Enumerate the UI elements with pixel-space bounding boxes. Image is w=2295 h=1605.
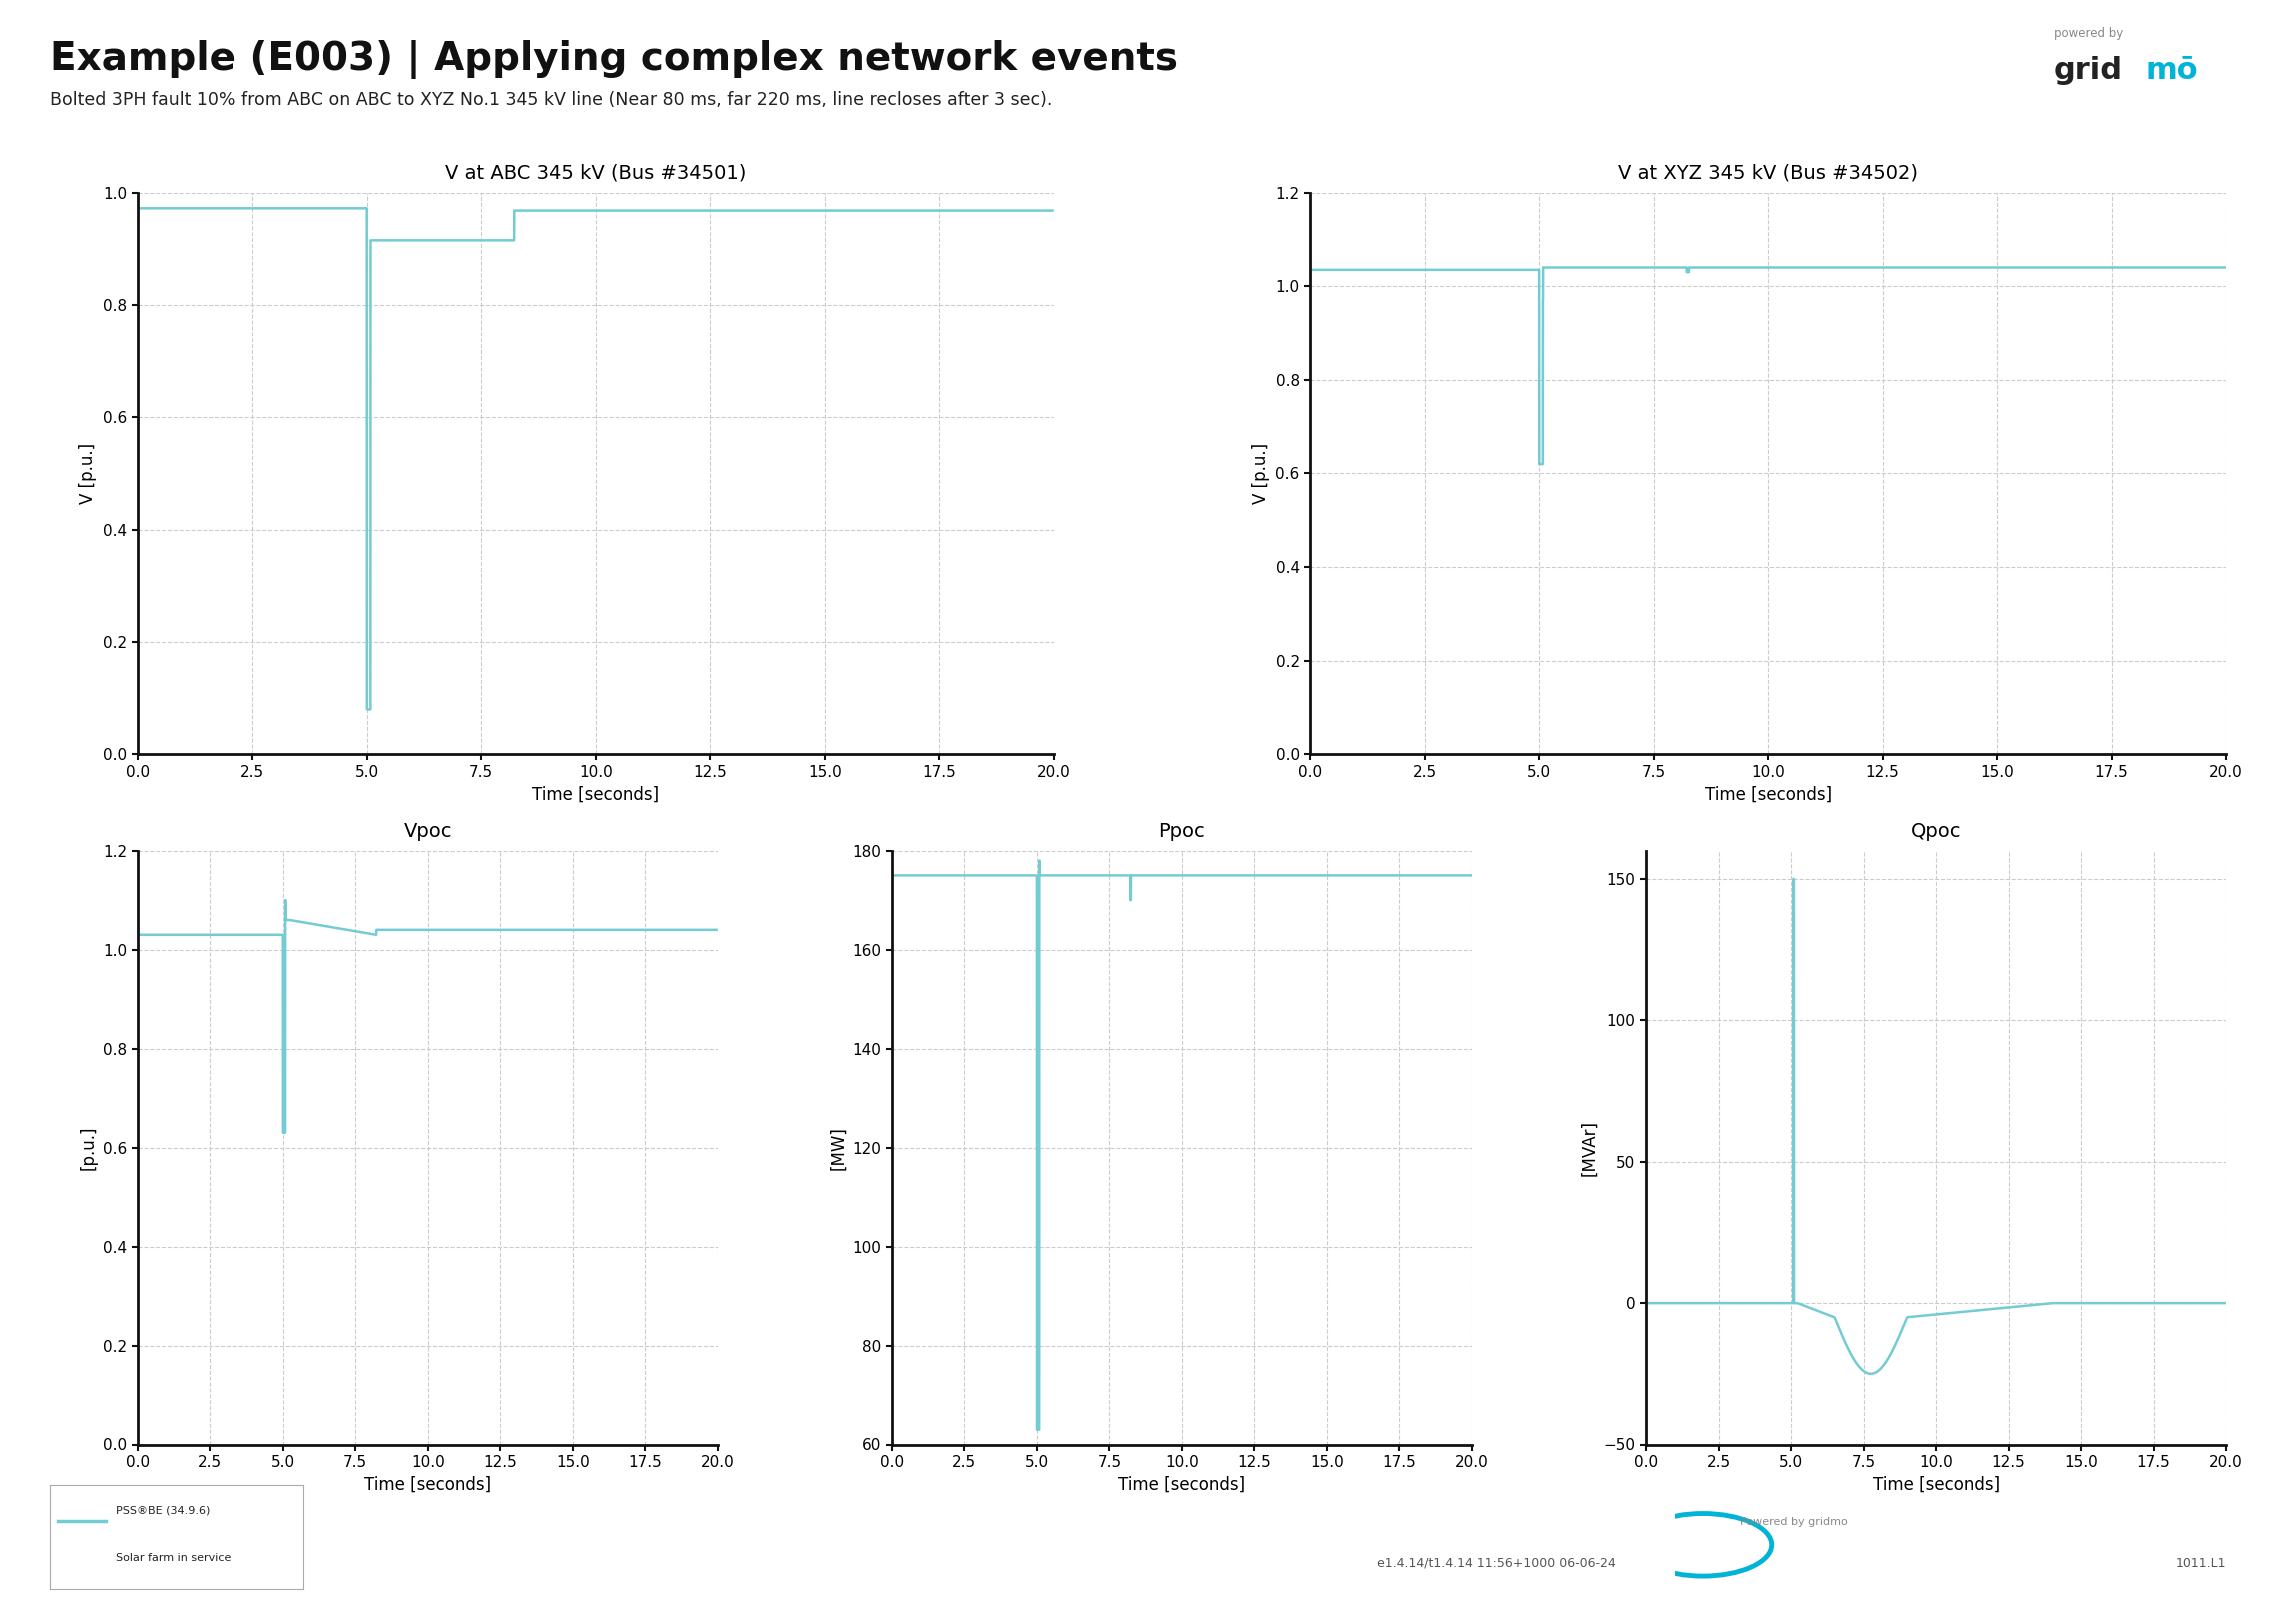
- Text: Bolted 3PH fault 10% from ABC on ABC to XYZ No.1 345 kV line (Near 80 ms, far 22: Bolted 3PH fault 10% from ABC on ABC to …: [50, 91, 1053, 109]
- Text: Example (E003) | Applying complex network events: Example (E003) | Applying complex networ…: [50, 40, 1180, 79]
- Text: PSS®BE (34.9.6): PSS®BE (34.9.6): [117, 1505, 211, 1515]
- Y-axis label: [MW]: [MW]: [828, 1125, 847, 1170]
- Y-axis label: V [p.u.]: V [p.u.]: [80, 443, 96, 504]
- X-axis label: Time [seconds]: Time [seconds]: [1705, 785, 1831, 804]
- Title: Qpoc: Qpoc: [1912, 822, 1962, 841]
- Text: mō: mō: [2146, 56, 2199, 85]
- Text: grid: grid: [2054, 56, 2123, 85]
- Text: e1.4.14/t1.4.14 11:56+1000 06-06-24: e1.4.14/t1.4.14 11:56+1000 06-06-24: [1377, 1557, 1616, 1570]
- Title: Ppoc: Ppoc: [1159, 822, 1205, 841]
- Y-axis label: [p.u.]: [p.u.]: [80, 1125, 96, 1170]
- Title: Vpoc: Vpoc: [404, 822, 452, 841]
- X-axis label: Time [seconds]: Time [seconds]: [1873, 1475, 1999, 1494]
- Text: powered by: powered by: [2054, 27, 2123, 40]
- Text: Powered by gridmo: Powered by gridmo: [1740, 1517, 1847, 1526]
- Text: Solar farm in service: Solar farm in service: [117, 1552, 232, 1563]
- Y-axis label: V [p.u.]: V [p.u.]: [1253, 443, 1269, 504]
- X-axis label: Time [seconds]: Time [seconds]: [532, 785, 659, 804]
- X-axis label: Time [seconds]: Time [seconds]: [365, 1475, 491, 1494]
- Title: V at XYZ 345 kV (Bus #34502): V at XYZ 345 kV (Bus #34502): [1618, 164, 1919, 183]
- Title: V at ABC 345 kV (Bus #34501): V at ABC 345 kV (Bus #34501): [445, 164, 746, 183]
- Text: 1011.L1: 1011.L1: [2176, 1557, 2226, 1570]
- Y-axis label: [MVAr]: [MVAr]: [1579, 1120, 1597, 1175]
- X-axis label: Time [seconds]: Time [seconds]: [1118, 1475, 1246, 1494]
